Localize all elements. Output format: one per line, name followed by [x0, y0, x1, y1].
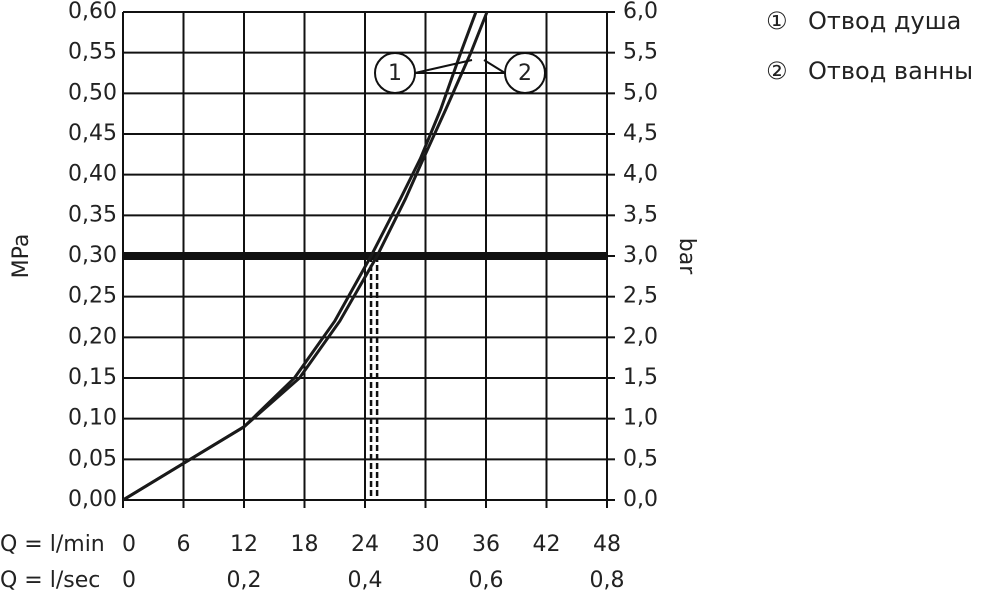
x2-tick-label: 0,2 — [227, 568, 262, 593]
y2-tick-label: 6,0 — [623, 0, 658, 24]
legend-symbol: ② — [766, 57, 788, 85]
y-tick-label: 0,10 — [68, 406, 117, 431]
x2-axis-label: Q = l/sec — [0, 568, 100, 593]
y-tick-label: 0,45 — [68, 121, 117, 146]
x2-tick-label: 0,4 — [348, 568, 383, 593]
y-tick-label: 0,20 — [68, 324, 117, 349]
y-tick-label: 0,50 — [68, 80, 117, 105]
y2-tick-label: 0,5 — [623, 446, 658, 471]
y2-tick-label: 4,5 — [623, 121, 658, 146]
x-tick-label: 36 — [472, 532, 500, 557]
legend-symbol: ① — [766, 7, 788, 35]
y-tick-label: 0,35 — [68, 202, 117, 227]
callout-circle — [374, 52, 416, 94]
y-tick-label: 0,00 — [68, 487, 117, 512]
x-tick-label: 48 — [593, 532, 621, 557]
y2-tick-label: 2,5 — [623, 284, 658, 309]
y-tick-label: 0,15 — [68, 365, 117, 390]
x-tick-label: 12 — [230, 532, 258, 557]
legend-label: Отвод душа — [808, 7, 961, 35]
callout-label: 2 — [518, 61, 532, 86]
y2-tick-label: 0,0 — [623, 487, 658, 512]
legend-label: Отвод ванны — [808, 57, 973, 85]
callout-circle — [504, 52, 546, 94]
x-axis-label: Q = l/min — [0, 532, 105, 557]
x-tick-label: 0 — [122, 532, 136, 557]
y2-tick-label: 3,0 — [623, 243, 658, 268]
callout-label: 1 — [388, 61, 402, 86]
x2-tick-label: 0,6 — [469, 568, 504, 593]
y-axis-label: MPa — [9, 234, 34, 279]
callout-leader — [483, 59, 506, 74]
x-tick-label: 24 — [351, 532, 379, 557]
y2-tick-label: 1,0 — [623, 406, 658, 431]
x2-tick-label: 0 — [122, 568, 136, 593]
y-tick-label: 0,60 — [68, 0, 117, 24]
callout-leader — [414, 59, 473, 74]
y-tick-label: 0,25 — [68, 284, 117, 309]
x2-tick-label: 0,8 — [590, 568, 625, 593]
x-tick-label: 18 — [291, 532, 319, 557]
y-tick-label: 0,40 — [68, 162, 117, 187]
y2-tick-label: 1,5 — [623, 365, 658, 390]
y2-tick-label: 5,5 — [623, 40, 658, 65]
x-tick-label: 42 — [533, 532, 561, 557]
y2-tick-label: 3,5 — [623, 202, 658, 227]
y2-axis-label: bar — [674, 238, 699, 275]
y-tick-label: 0,55 — [68, 40, 117, 65]
x-tick-label: 30 — [412, 532, 440, 557]
y2-tick-label: 4,0 — [623, 162, 658, 187]
x-tick-label: 6 — [177, 532, 191, 557]
series-line — [122, 11, 489, 502]
y-tick-label: 0,05 — [68, 446, 117, 471]
y2-tick-label: 2,0 — [623, 324, 658, 349]
y-tick-label: 0,30 — [68, 243, 117, 268]
y2-tick-label: 5,0 — [623, 80, 658, 105]
